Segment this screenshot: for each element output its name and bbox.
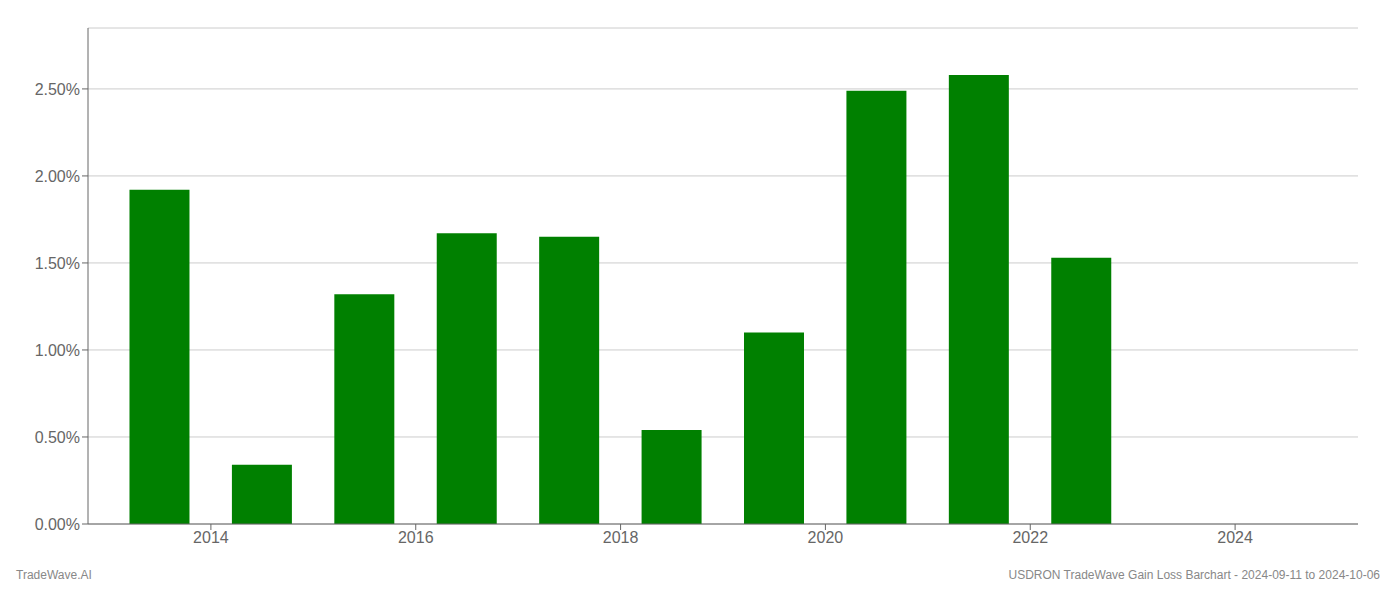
html-text:TradeWave.AI: TradeWave.AI [16, 568, 92, 582]
svg-text:2.00%: 2.00% [35, 168, 80, 185]
svg-text:2024: 2024 [1217, 529, 1253, 546]
svg-text:1.50%: 1.50% [35, 255, 80, 272]
svg-text:2016: 2016 [398, 529, 434, 546]
svg-text:0.00%: 0.00% [35, 516, 80, 533]
svg-text:2014: 2014 [193, 529, 229, 546]
html-text:USDRON TradeWave Gain Loss Bar: USDRON TradeWave Gain Loss Barchart - 20… [1008, 568, 1380, 582]
svg-text:2.50%: 2.50% [35, 81, 80, 98]
svg-text:2022: 2022 [1012, 529, 1048, 546]
svg-text:2020: 2020 [808, 529, 844, 546]
svg-text:1.00%: 1.00% [35, 342, 80, 359]
svg-text:2018: 2018 [603, 529, 639, 546]
svg-text:0.50%: 0.50% [35, 429, 80, 446]
